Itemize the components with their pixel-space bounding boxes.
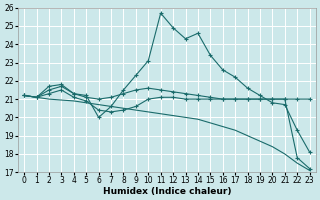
X-axis label: Humidex (Indice chaleur): Humidex (Indice chaleur) xyxy=(103,187,231,196)
